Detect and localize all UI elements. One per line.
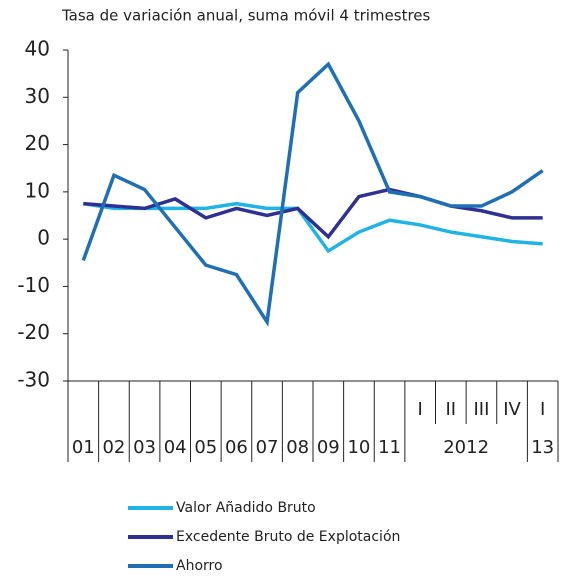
legend-label: Valor Añadido Bruto [176,500,316,516]
x-tick-label: III [473,399,489,420]
x-tick-label: IV [503,399,521,420]
x-tick-label: II [446,399,457,420]
series-line [81,61,544,327]
x-tick-label: 08 [286,437,309,458]
y-tick-label: 10 [25,178,50,202]
x-tick-label: 11 [378,437,401,458]
y-tick-label: 40 [25,37,50,61]
series-line [83,187,543,240]
x-tick-label: 02 [102,437,125,458]
legend-label: Excedente Bruto de Explotación [176,529,400,545]
x-tick-label: 04 [164,437,187,458]
y-tick-label: 20 [25,131,50,155]
y-tick-label: -30 [17,368,50,392]
x-tick-label: 10 [347,437,370,458]
x-tick-label: 01 [72,437,95,458]
x-tick-label: 09 [317,437,340,458]
x-tick-label: 05 [194,437,217,458]
x-tick-label: 06 [225,437,248,458]
y-tick-label: 30 [25,84,50,108]
x-group-label: 2012 [443,437,489,458]
x-group-label: 13 [531,437,554,458]
y-tick-label: -20 [17,320,50,344]
x-tick-label: I [540,399,545,420]
x-tick-label: I [418,399,423,420]
x-tick-label: 07 [256,437,279,458]
y-tick-label: 0 [37,226,50,250]
x-tick-label: 03 [133,437,156,458]
chart-subtitle: Tasa de variación anual, suma móvil 4 tr… [61,7,431,25]
y-tick-label: -10 [17,273,50,297]
legend-label: Ahorro [176,558,223,574]
